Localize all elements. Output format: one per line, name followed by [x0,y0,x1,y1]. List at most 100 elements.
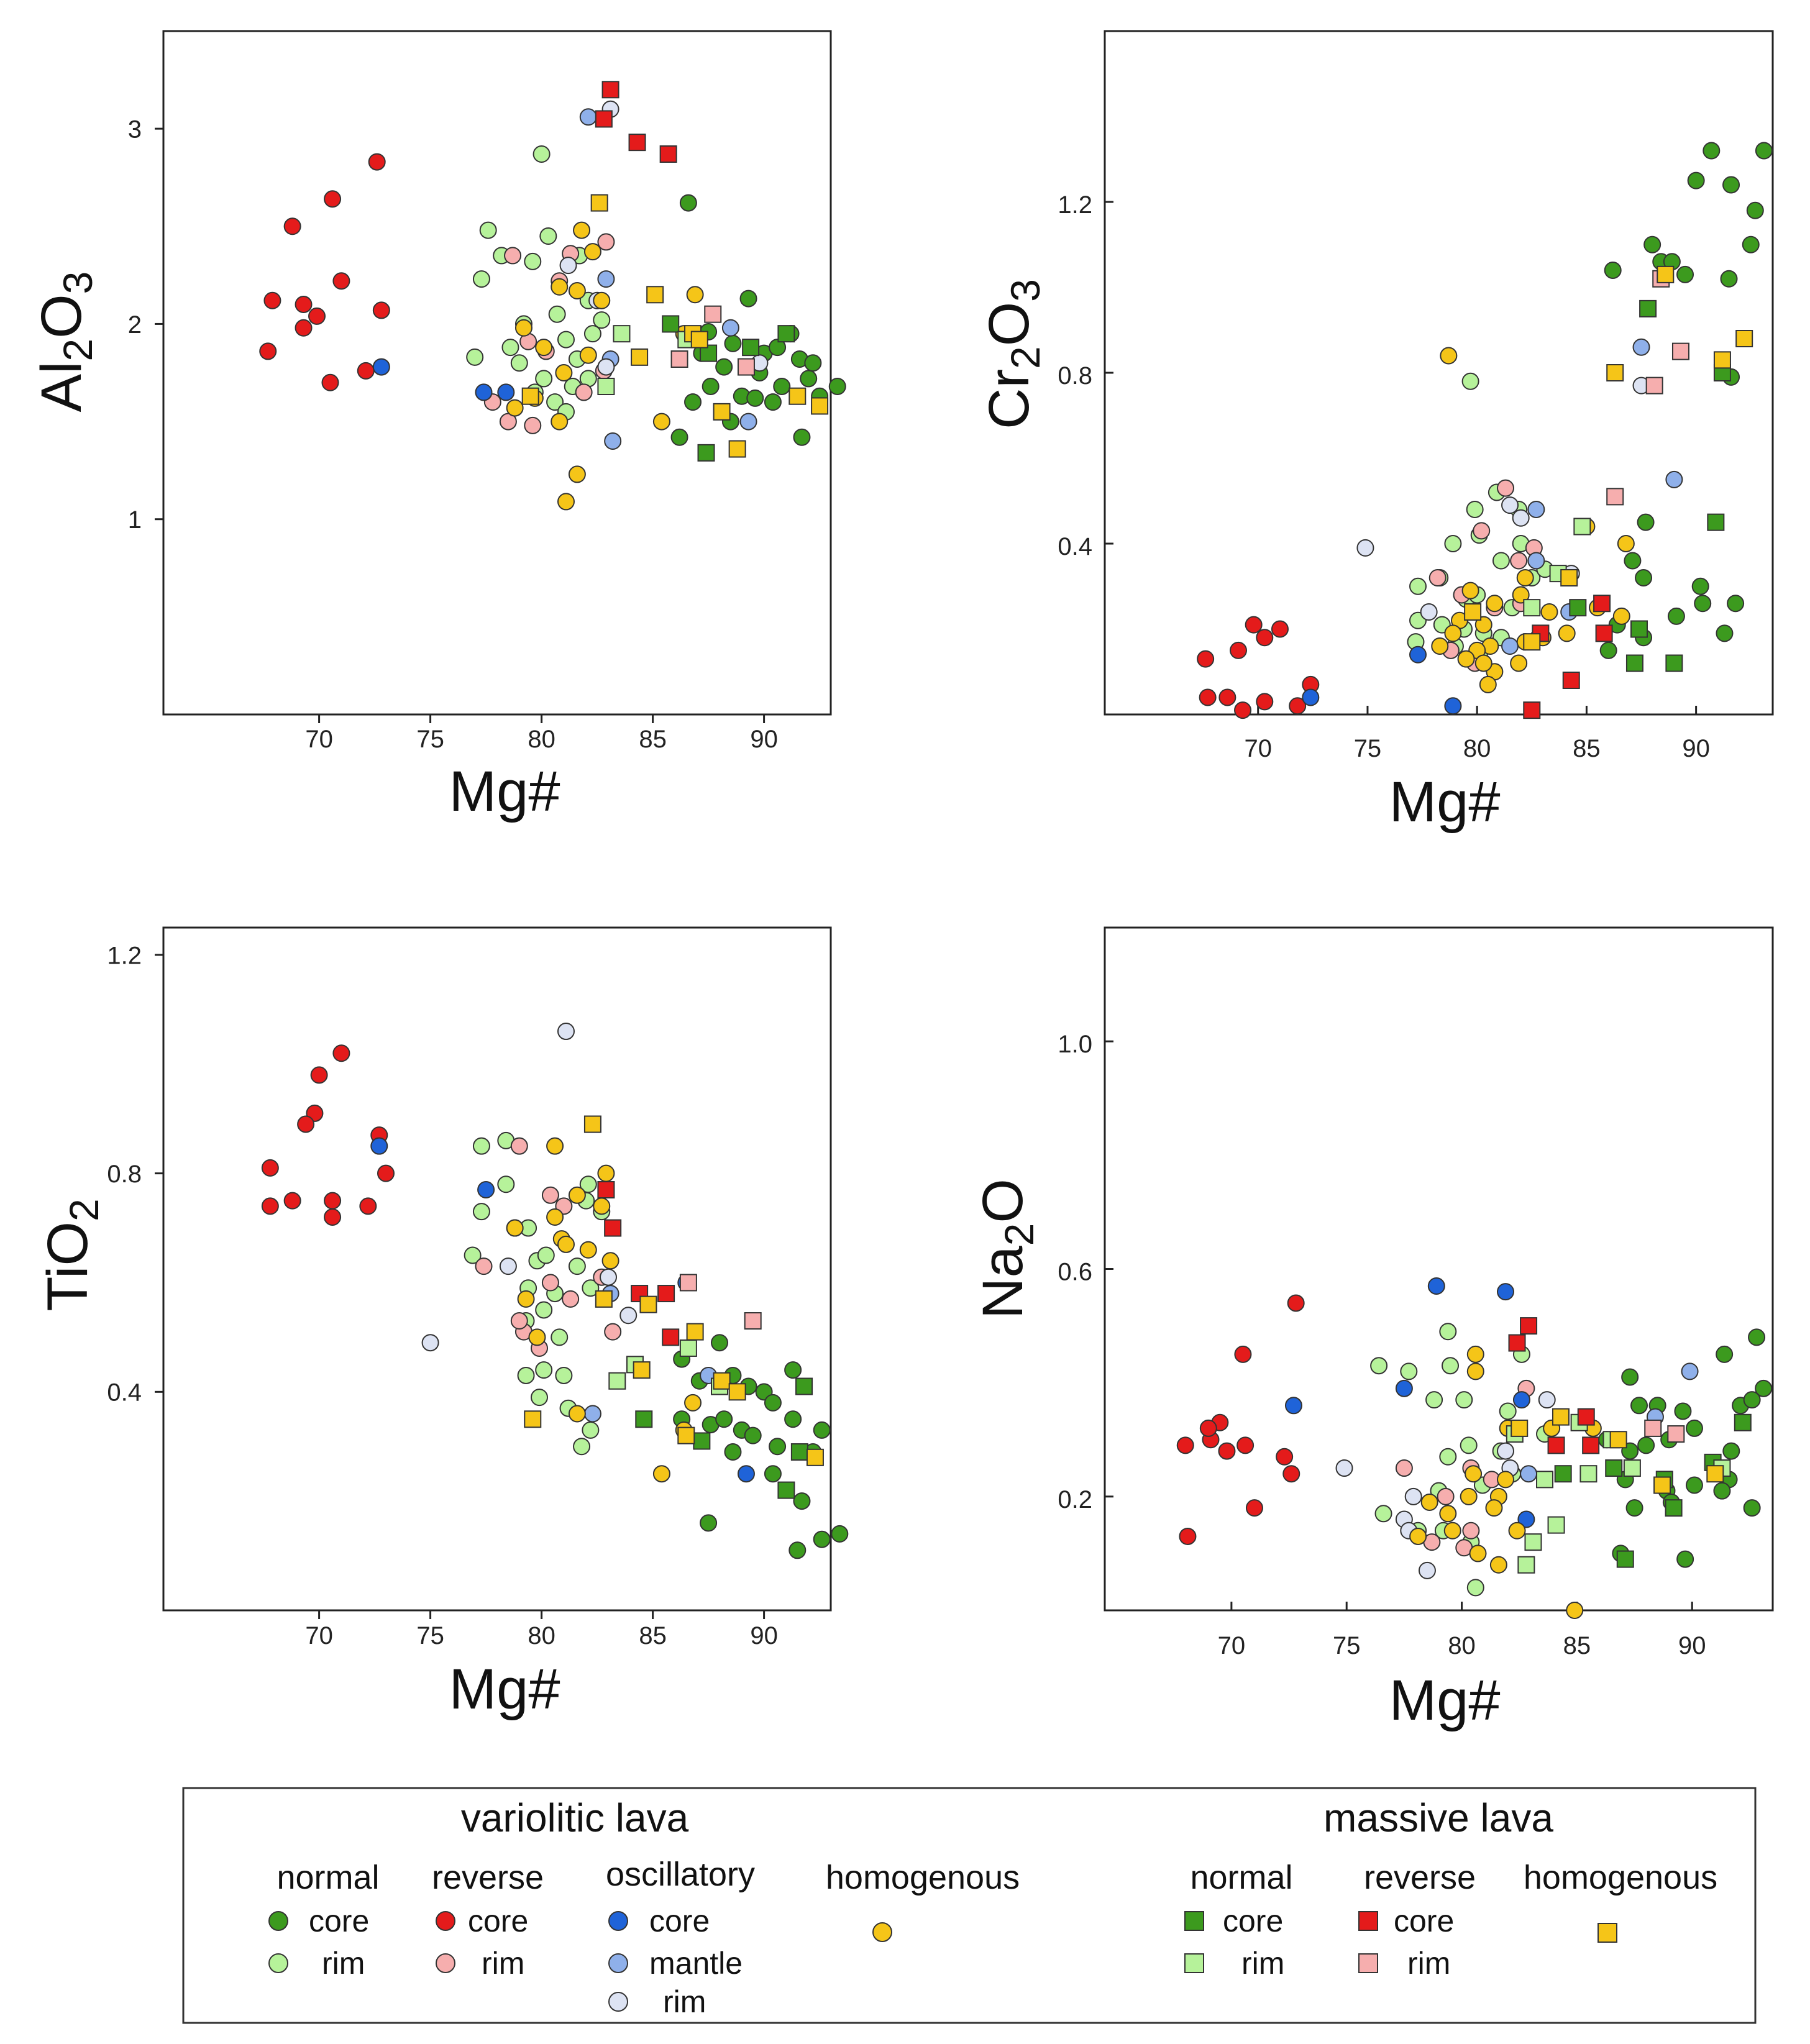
point-massive-reverse-core [1582,1436,1600,1454]
y-axis-label: Cr2O3 [977,279,1048,429]
y-axis-label-part: 3 [1002,279,1048,302]
point-variolitic-normal-rim [1461,372,1479,390]
point-variolitic-normal-core [724,1443,742,1461]
point-variolitic-normal-rim [466,348,484,366]
point-variolitic-reverse-rim [1395,1459,1413,1477]
point-variolitic-normal-core [670,428,688,446]
point-variolitic-normal-rim [1425,1391,1443,1409]
point-variolitic-reverse-rim [510,1312,528,1330]
point-variolitic-homogenous [1516,569,1534,586]
point-variolitic-normal-core [813,1421,831,1439]
point-variolitic-homogenous [1420,1493,1438,1511]
x-tick-label: 75 [416,726,444,753]
point-variolitic-normal-core [715,1410,733,1428]
point-variolitic-normal-rim [497,1175,515,1193]
x-tick-label: 70 [1244,735,1272,762]
point-massive-normal-rim [597,378,615,395]
legend-massive-reverse-core-marker [1358,1911,1378,1931]
point-variolitic-homogenous [551,278,569,296]
point-massive-reverse-rim [1671,342,1689,360]
point-variolitic-oscillatory-rim [597,358,615,376]
point-variolitic-homogenous [535,339,553,357]
point-variolitic-normal-rim [593,311,611,329]
y-axis-label-part: 2 [55,339,101,362]
tio2-panel: 70 75 80 85 90 0.4 0.8 1.2 Mg# TiO2 [36,926,849,1721]
point-variolitic-oscillatory-mantle [583,1405,601,1423]
point-variolitic-normal-core [1676,265,1694,283]
point-massive-homogenous [646,286,664,304]
point-variolitic-oscillatory-rim [600,1268,617,1286]
point-massive-homogenous [686,1323,704,1341]
legend-massive-reverse-rim-marker [1358,1953,1378,1973]
point-variolitic-reverse-core [1197,650,1215,668]
point-variolitic-homogenous [557,493,575,511]
y-tick-label: 0.6 [1058,1259,1092,1286]
point-variolitic-homogenous [1444,624,1462,642]
point-variolitic-homogenous [1510,654,1528,672]
y-tick-label: 1.2 [1058,191,1092,219]
point-variolitic-reverse-rim [562,1290,580,1308]
point-variolitic-normal-core [788,1541,807,1559]
point-variolitic-reverse-core [295,296,313,313]
point-variolitic-reverse-core [263,291,281,309]
point-variolitic-oscillatory-core [1395,1379,1413,1397]
point-variolitic-homogenous [555,364,573,381]
point-variolitic-oscillatory-core [475,383,493,401]
point-massive-normal-core [1665,1499,1683,1517]
point-variolitic-normal-core [1746,201,1764,219]
point-massive-homogenous [583,1115,601,1133]
point-variolitic-oscillatory-rim [1501,496,1519,514]
point-variolitic-homogenous [506,1219,524,1237]
point-massive-homogenous [590,194,608,212]
y-axis-label-part: Al [30,362,93,413]
point-massive-reverse-rim [1606,488,1624,506]
point-variolitic-reverse-core [310,1066,328,1084]
point-variolitic-normal-core [746,389,764,407]
point-massive-normal-core [1734,1413,1752,1431]
point-variolitic-reverse-core [1176,1436,1194,1454]
point-variolitic-reverse-core [261,1197,279,1215]
point-variolitic-normal-core [813,1530,831,1548]
point-variolitic-normal-core [1667,607,1685,625]
point-variolitic-oscillatory-rim [1512,509,1530,527]
point-massive-homogenous [524,1410,542,1428]
point-variolitic-normal-rim [546,393,564,411]
point-variolitic-reverse-core [261,1159,279,1177]
point-variolitic-reverse-rim [1462,1522,1480,1540]
point-variolitic-oscillatory-mantle [1520,1465,1538,1483]
point-variolitic-homogenous [573,221,591,239]
point-variolitic-oscillatory-core [372,358,390,376]
legend-massive-reverse-core-label: core [1394,1904,1454,1938]
point-variolitic-homogenous [1508,1522,1526,1540]
point-massive-reverse-core [657,1285,675,1303]
point-variolitic-homogenous [597,1164,615,1182]
point-variolitic-oscillatory-mantle [579,108,597,126]
point-variolitic-homogenous [1439,1505,1457,1523]
point-variolitic-normal-core [1743,1499,1761,1517]
point-variolitic-normal-rim [472,1203,490,1221]
point-variolitic-normal-core [1722,176,1740,194]
point-variolitic-reverse-core [332,1044,350,1062]
y-axis-label-part: 2 [1002,346,1048,369]
point-variolitic-normal-rim [1374,1505,1392,1523]
point-variolitic-normal-core [793,428,811,446]
y-tick-label: 3 [128,116,142,144]
point-massive-homogenous [677,1426,695,1444]
y-axis-label: TiO2 [36,1198,107,1312]
point-massive-normal-core [1554,1465,1572,1483]
y-axis-label-part: 3 [55,271,101,294]
point-variolitic-reverse-core [1234,701,1252,719]
legend-massive-normal-rim-marker [1184,1953,1204,1973]
y-tick-label: 0.4 [107,1379,142,1407]
legend-massive-homogenous-marker [1597,1923,1617,1943]
point-variolitic-normal-rim [568,1257,586,1275]
point-variolitic-reverse-core [1230,641,1247,659]
point-variolitic-normal-rim [532,145,551,163]
x-tick-label: 85 [1563,1632,1591,1659]
point-variolitic-normal-rim [1439,1323,1457,1341]
point-massive-homogenous [713,1372,731,1390]
point-variolitic-reverse-core [359,1197,377,1215]
point-variolitic-homogenous [1497,1471,1514,1489]
point-variolitic-oscillatory-core [1284,1397,1302,1415]
